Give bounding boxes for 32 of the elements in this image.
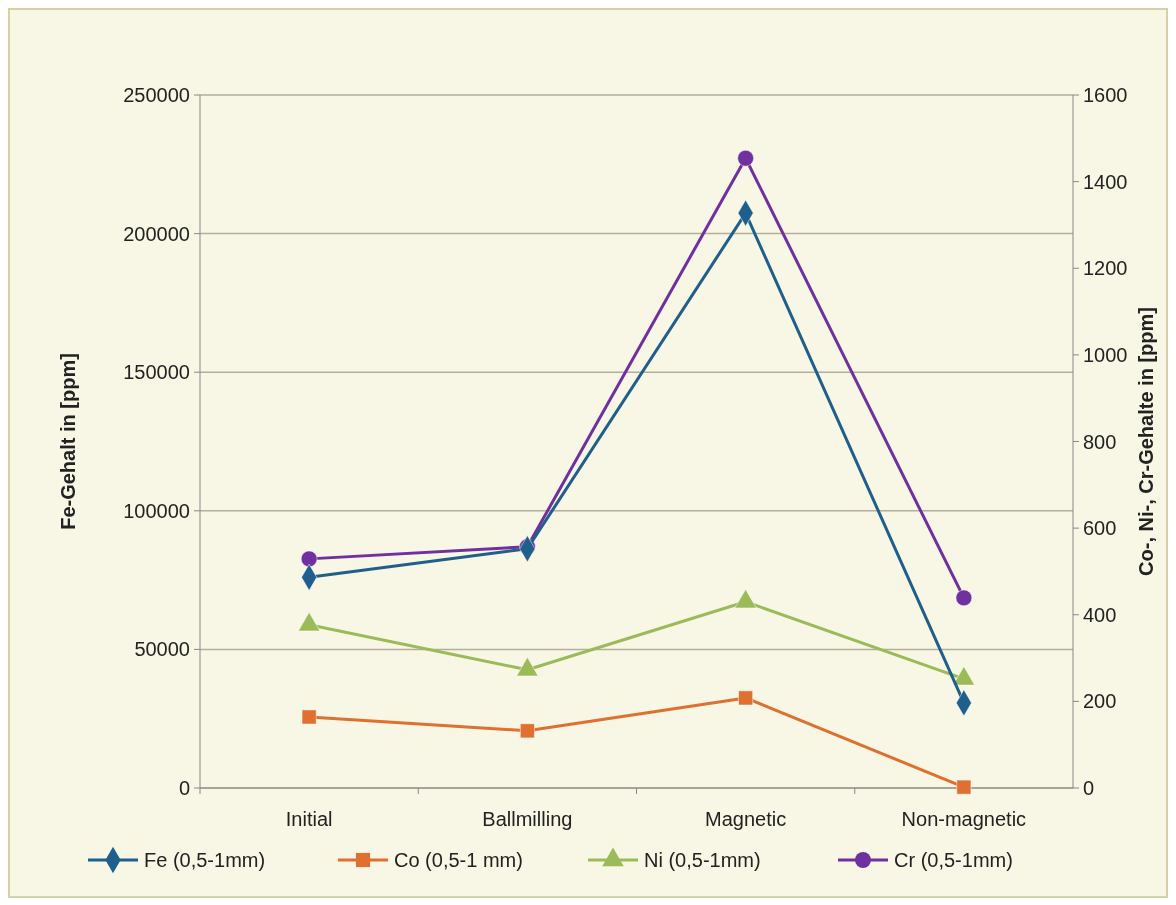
- y2-tick-label: 0: [1083, 777, 1095, 799]
- point: [738, 690, 753, 706]
- y2-axis-title: Co-, Ni-, Cr-Gehalte in [ppm]: [1135, 307, 1157, 576]
- y-tick-label: 150000: [123, 361, 190, 384]
- y2-tick-label: 400: [1083, 603, 1117, 626]
- y-tick-label: 250000: [123, 84, 190, 106]
- point: [520, 723, 535, 739]
- y2-tick-label: 200: [1083, 690, 1117, 713]
- y-tick-label: 50000: [134, 638, 190, 661]
- x-tick-label: Initial: [285, 808, 333, 830]
- x-tick-label: Ballmilling: [482, 808, 573, 830]
- point: [956, 779, 972, 795]
- legend-label: Ni (0,5-1mm): [644, 849, 761, 871]
- y2-tick-label: 1200: [1083, 257, 1128, 280]
- y-axis-title: Fe-Gehalt in [ppm]: [57, 353, 79, 530]
- x-tick-label: Magnetic: [705, 808, 787, 830]
- point: [955, 589, 973, 607]
- legend-label: Cr (0,5-1mm): [894, 849, 1013, 871]
- point: [300, 550, 318, 568]
- y2-tick-label: 800: [1083, 430, 1117, 453]
- point: [737, 150, 754, 167]
- y2-tick-label: 1600: [1083, 84, 1128, 106]
- y-tick-label: 100000: [123, 499, 190, 522]
- legend-label: Fe (0,5-1mm): [144, 849, 266, 871]
- point: [301, 709, 317, 725]
- y2-tick-label: 600: [1083, 517, 1117, 540]
- legend-label: Co (0,5-1 mm): [394, 849, 523, 871]
- y-tick-label: 200000: [123, 222, 190, 245]
- y2-tick-label: 1400: [1083, 170, 1128, 193]
- y-tick-label: 0: [178, 777, 190, 799]
- y2-tick-label: 1000: [1083, 343, 1128, 366]
- x-tick-label: Non-magnetic: [901, 808, 1027, 830]
